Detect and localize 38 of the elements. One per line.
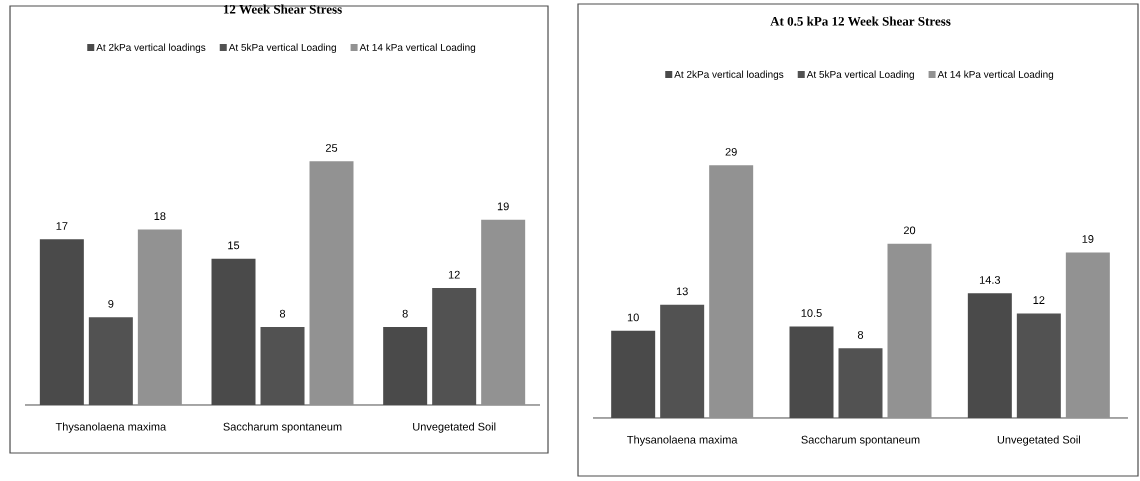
data-label: 29 <box>725 147 737 156</box>
data-label: 8 <box>402 309 408 318</box>
x-tick-label: Unvegetated Soil <box>997 435 1080 446</box>
x-tick-label: Saccharum spontaneum <box>801 435 920 446</box>
data-label: 19 <box>497 202 509 211</box>
data-label: 17 <box>56 222 68 230</box>
bar <box>481 219 526 405</box>
x-tick-label: Thysanolaena maxima <box>627 435 738 446</box>
data-label: 25 <box>325 144 338 152</box>
chart-title: At 0.5 kPa 12 Week Shear Stress <box>770 16 951 26</box>
legend-label: At 14 kPa vertical Loading <box>937 70 1054 80</box>
data-label: 14.3 <box>979 276 1001 284</box>
bar <box>137 229 182 405</box>
data-label: 12 <box>448 270 460 279</box>
legend-label: At 14 kPa vertical Loading <box>359 43 476 53</box>
data-label: 12 <box>1033 296 1045 304</box>
bar <box>887 243 932 418</box>
bar <box>709 165 754 418</box>
x-tick-label: Saccharum spontaneum <box>223 422 342 433</box>
data-label: 8 <box>279 309 286 318</box>
data-label: 8 <box>857 330 864 339</box>
legend-label: At 5kPa vertical Loading <box>806 70 914 80</box>
data-label: 15 <box>228 241 240 250</box>
data-label: 10 <box>627 313 639 322</box>
data-label: 10.5 <box>801 309 822 317</box>
data-label: 18 <box>154 212 166 221</box>
data-label: 19 <box>1082 235 1094 243</box>
chart-title: 12 Week Shear Stress <box>223 4 342 14</box>
legend-label: At 2kPa vertical loadings <box>96 43 206 53</box>
bar <box>1065 252 1110 418</box>
legend-label: At 5kPa vertical Loading <box>228 43 336 53</box>
bar <box>309 161 354 405</box>
data-label: 20 <box>903 226 916 235</box>
legend-label: At 2kPa vertical loadings <box>674 70 784 80</box>
data-label: 13 <box>676 287 688 296</box>
data-label: 9 <box>108 299 114 308</box>
x-tick-label: Thysanolaena maxima <box>55 422 167 433</box>
x-tick-label: Unvegetated Soil <box>413 422 496 433</box>
